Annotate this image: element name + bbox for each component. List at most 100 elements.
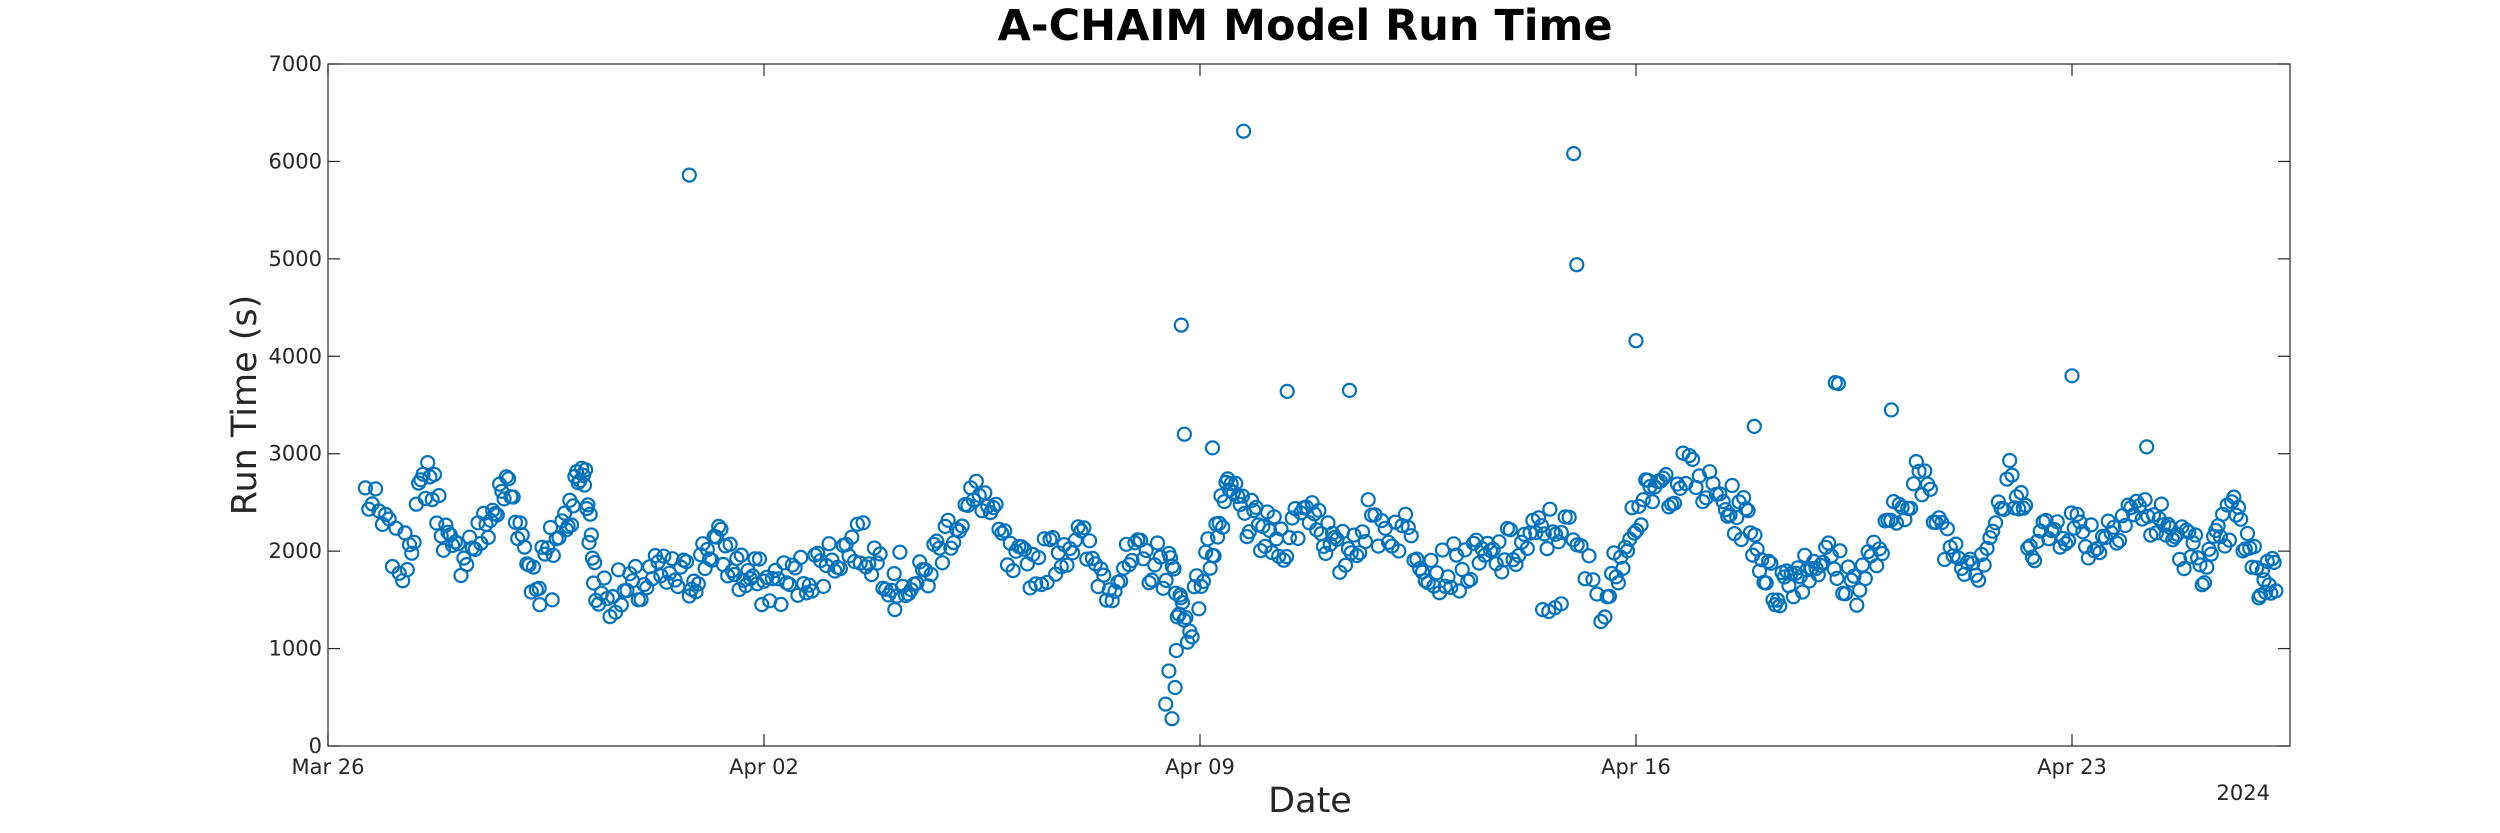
data-point <box>2061 533 2077 549</box>
data-point <box>767 562 783 579</box>
data-point <box>2190 550 2206 566</box>
data-point <box>1451 583 1468 599</box>
data-point <box>711 518 727 535</box>
data-point <box>525 559 542 575</box>
data-point <box>2139 439 2155 455</box>
data-point <box>2196 575 2213 591</box>
data-point <box>1234 488 1251 504</box>
data-point <box>1987 515 2004 531</box>
data-point <box>563 517 580 533</box>
data-point <box>1230 488 1246 505</box>
data-point <box>1155 580 1171 596</box>
data-point <box>2199 559 2215 575</box>
data-point <box>1740 503 1756 519</box>
data-point <box>534 539 550 555</box>
data-point <box>1585 572 1601 588</box>
data-point <box>784 557 800 573</box>
data-point <box>2183 549 2199 565</box>
data-point <box>388 520 404 536</box>
data-point <box>2112 532 2128 549</box>
data-point <box>1223 476 1239 492</box>
data-point <box>516 539 533 555</box>
data-point <box>429 515 445 531</box>
data-point <box>1553 596 1569 612</box>
data-point <box>450 536 466 552</box>
data-point <box>1079 551 1095 567</box>
data-point <box>994 525 1010 541</box>
data-point <box>489 507 505 523</box>
data-point <box>1883 402 1900 418</box>
data-point <box>440 524 456 541</box>
data-point <box>1550 534 1567 550</box>
data-point <box>713 521 729 537</box>
data-point <box>1985 523 2001 539</box>
data-point <box>1081 533 1098 549</box>
data-point <box>773 596 789 613</box>
data-point <box>1712 486 1728 502</box>
data-point <box>793 549 809 566</box>
data-point <box>1098 592 1115 608</box>
data-point <box>1624 500 1640 516</box>
data-point <box>1628 333 1644 349</box>
data-point <box>1013 539 1030 555</box>
data-point <box>1400 519 1416 536</box>
data-point <box>1911 463 1927 479</box>
data-point <box>627 558 644 575</box>
data-point <box>2063 505 2079 521</box>
data-point <box>557 505 573 521</box>
data-point <box>2046 521 2062 538</box>
data-point <box>2153 496 2169 512</box>
data-point <box>1812 557 1829 574</box>
y-tick-label: 4000 <box>269 344 322 368</box>
data-point <box>1337 557 1354 573</box>
data-point <box>2064 368 2080 384</box>
data-point <box>378 506 394 523</box>
data-point <box>1235 123 1252 139</box>
data-point <box>2017 497 2034 513</box>
data-point <box>754 596 770 613</box>
data-point <box>844 529 860 545</box>
data-point <box>790 587 806 603</box>
data-point <box>1905 476 1922 492</box>
data-point <box>1843 572 1859 588</box>
data-point <box>751 551 768 567</box>
data-point <box>886 565 902 582</box>
data-point <box>1073 523 1089 539</box>
data-point <box>1593 613 1609 630</box>
data-point <box>1412 561 1428 577</box>
data-point <box>613 597 629 613</box>
data-point <box>2106 519 2122 535</box>
data-point <box>821 536 837 552</box>
data-point <box>1200 531 1216 547</box>
data-point <box>1462 571 1479 588</box>
data-point <box>2221 532 2237 548</box>
data-point <box>2187 527 2204 543</box>
data-point <box>1610 575 1627 591</box>
data-point <box>596 570 612 586</box>
data-point <box>1124 552 1140 569</box>
data-point <box>1516 526 1533 543</box>
data-point <box>2192 557 2208 573</box>
data-point <box>1715 494 1731 510</box>
data-point <box>1346 527 1362 543</box>
data-point <box>501 471 517 487</box>
data-point <box>431 488 447 504</box>
data-point <box>2266 554 2282 571</box>
data-point <box>664 551 680 567</box>
data-point <box>1028 576 1044 592</box>
data-point <box>1698 490 1714 506</box>
data-point <box>2156 517 2172 533</box>
data-point <box>1561 509 1577 525</box>
data-point <box>934 555 951 571</box>
data-point <box>462 529 478 545</box>
data-point <box>587 554 603 571</box>
data-point <box>733 547 749 563</box>
data-point <box>544 592 560 608</box>
data-point <box>1724 477 1740 494</box>
chart-title: A-CHAIM Model Run Time <box>997 1 1612 51</box>
year-label: 2024 <box>2217 781 2270 805</box>
data-point <box>1045 529 1061 546</box>
data-point <box>954 518 970 534</box>
data-point <box>2002 452 2018 469</box>
